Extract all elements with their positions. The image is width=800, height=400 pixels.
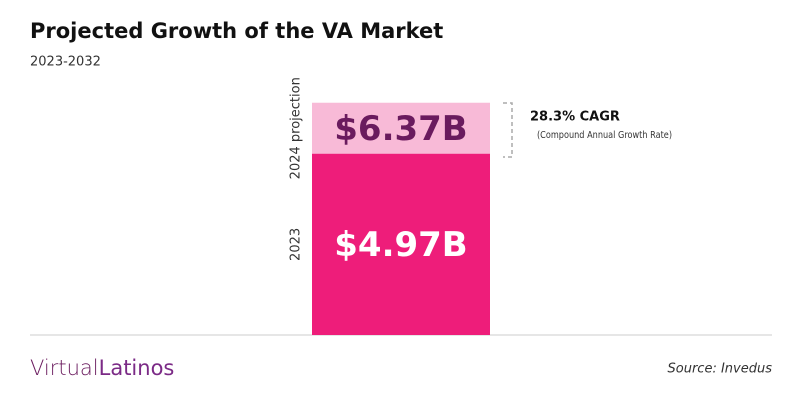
brand-part: Virtual bbox=[30, 356, 99, 380]
bar bbox=[312, 153, 490, 335]
value-label: $6.37B bbox=[334, 109, 467, 149]
bracket bbox=[503, 102, 513, 158]
source: Source: Invedus bbox=[668, 362, 773, 377]
category-label: 2024 projection bbox=[289, 77, 304, 179]
annotation-title: 28.3% CAGR bbox=[530, 110, 620, 125]
annotation-text: (Compound Annual Growth Rate) bbox=[537, 130, 672, 141]
brand-part: Latinos bbox=[99, 356, 175, 380]
category-label: 2023 bbox=[289, 228, 304, 261]
value-label: $4.97B bbox=[334, 225, 467, 265]
chart-subtitle: 2023-2032 bbox=[30, 55, 101, 70]
brand-logo: VirtualLatinos bbox=[30, 356, 174, 380]
chart-title: Projected Growth of the VA Market bbox=[30, 19, 443, 43]
